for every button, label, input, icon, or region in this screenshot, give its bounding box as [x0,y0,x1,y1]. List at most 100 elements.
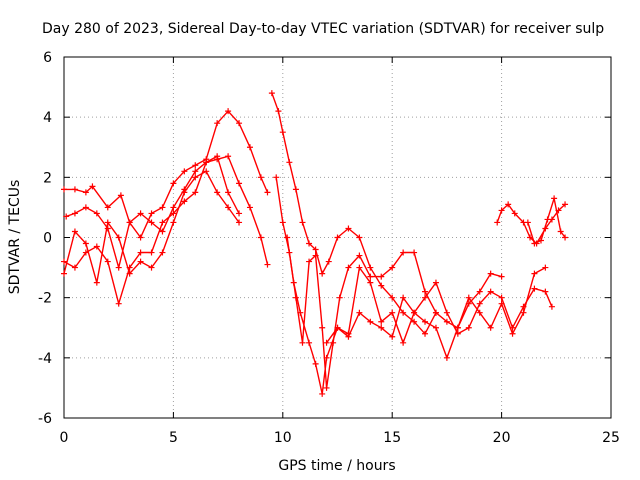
data-point [494,219,501,226]
data-point [159,219,166,226]
data-point [400,339,407,346]
data-point [279,219,286,226]
data-point [323,339,330,346]
data-point [345,333,352,340]
data-point [389,294,396,301]
data-point [422,330,429,337]
data-point [93,210,100,217]
data-point [312,246,319,253]
data-point [411,318,418,325]
data-point [236,180,243,187]
data-point [454,324,461,331]
data-point [389,309,396,316]
data-point [225,108,232,115]
data-point [562,234,569,241]
data-point [389,333,396,340]
data-point [432,309,439,316]
series-track-6 [273,174,439,391]
series-track-9 [494,201,569,247]
data-point [531,270,538,277]
data-point [537,237,544,244]
data-point [520,309,527,316]
series-track-3 [61,153,243,307]
data-point [225,189,232,196]
data-point [297,309,304,316]
series-line [64,110,269,239]
data-point [71,228,78,235]
data-point [104,204,111,211]
data-point [214,153,221,160]
y-tick-label: 6 [43,50,52,66]
data-point [443,354,450,361]
data-point [443,318,450,325]
data-point [181,168,188,175]
data-point [279,129,286,136]
data-point [367,318,374,325]
data-point [170,180,177,187]
series-line [271,92,502,336]
data-point [246,204,253,211]
data-point [170,204,177,211]
y-tick-label: 2 [43,170,52,186]
data-point [476,300,483,307]
data-point [465,294,472,301]
data-point [367,279,374,286]
data-point [115,234,122,241]
data-point [148,219,155,226]
y-tick-label: -2 [38,291,52,307]
data-point [356,309,363,316]
data-point [82,189,89,196]
data-point [61,258,67,265]
data-point [236,219,243,226]
data-point [286,159,293,166]
data-point [137,258,144,265]
series-line [527,198,566,245]
data-point [323,384,330,391]
data-point [159,228,166,235]
x-tick-label: 0 [60,430,69,446]
data-point [367,273,374,280]
axis-ticks: 0 5 10 15 20 25 -6 -4 -2 0 2 4 6 [38,50,620,446]
x-tick-label: 5 [169,430,178,446]
data-point [422,318,429,325]
grid [64,57,611,418]
y-axis-label: SDTVAR / TECUs [7,180,23,295]
data-point [82,240,89,247]
data-point [225,204,232,211]
data-point [275,108,282,115]
data-point [181,189,188,196]
series-line [286,237,553,395]
series-track-4 [61,168,243,286]
data-point [548,303,555,310]
data-point [93,243,100,250]
data-point [312,252,319,259]
data-point [400,309,407,316]
data-point [71,186,78,193]
data-point [487,270,494,277]
data-point [137,249,144,256]
data-point [476,288,483,295]
data-point [400,249,407,256]
series-track-7 [284,234,555,397]
data-point [389,264,396,271]
series-track-2 [63,153,271,271]
data-point [551,195,558,202]
data-point [524,219,531,226]
series-line [275,177,437,388]
data-point [422,288,429,295]
data-point [325,258,332,265]
data-point [148,264,155,271]
data-point [89,183,96,190]
data-point [264,189,271,196]
data-point [61,270,67,277]
data-point [542,264,549,271]
data-point [126,270,133,277]
data-point [487,324,494,331]
data-point [356,252,363,259]
data-point [476,309,483,316]
data-point [159,204,166,211]
data-point [148,249,155,256]
data-point [334,234,341,241]
data-point [192,162,199,169]
data-point [498,294,505,301]
